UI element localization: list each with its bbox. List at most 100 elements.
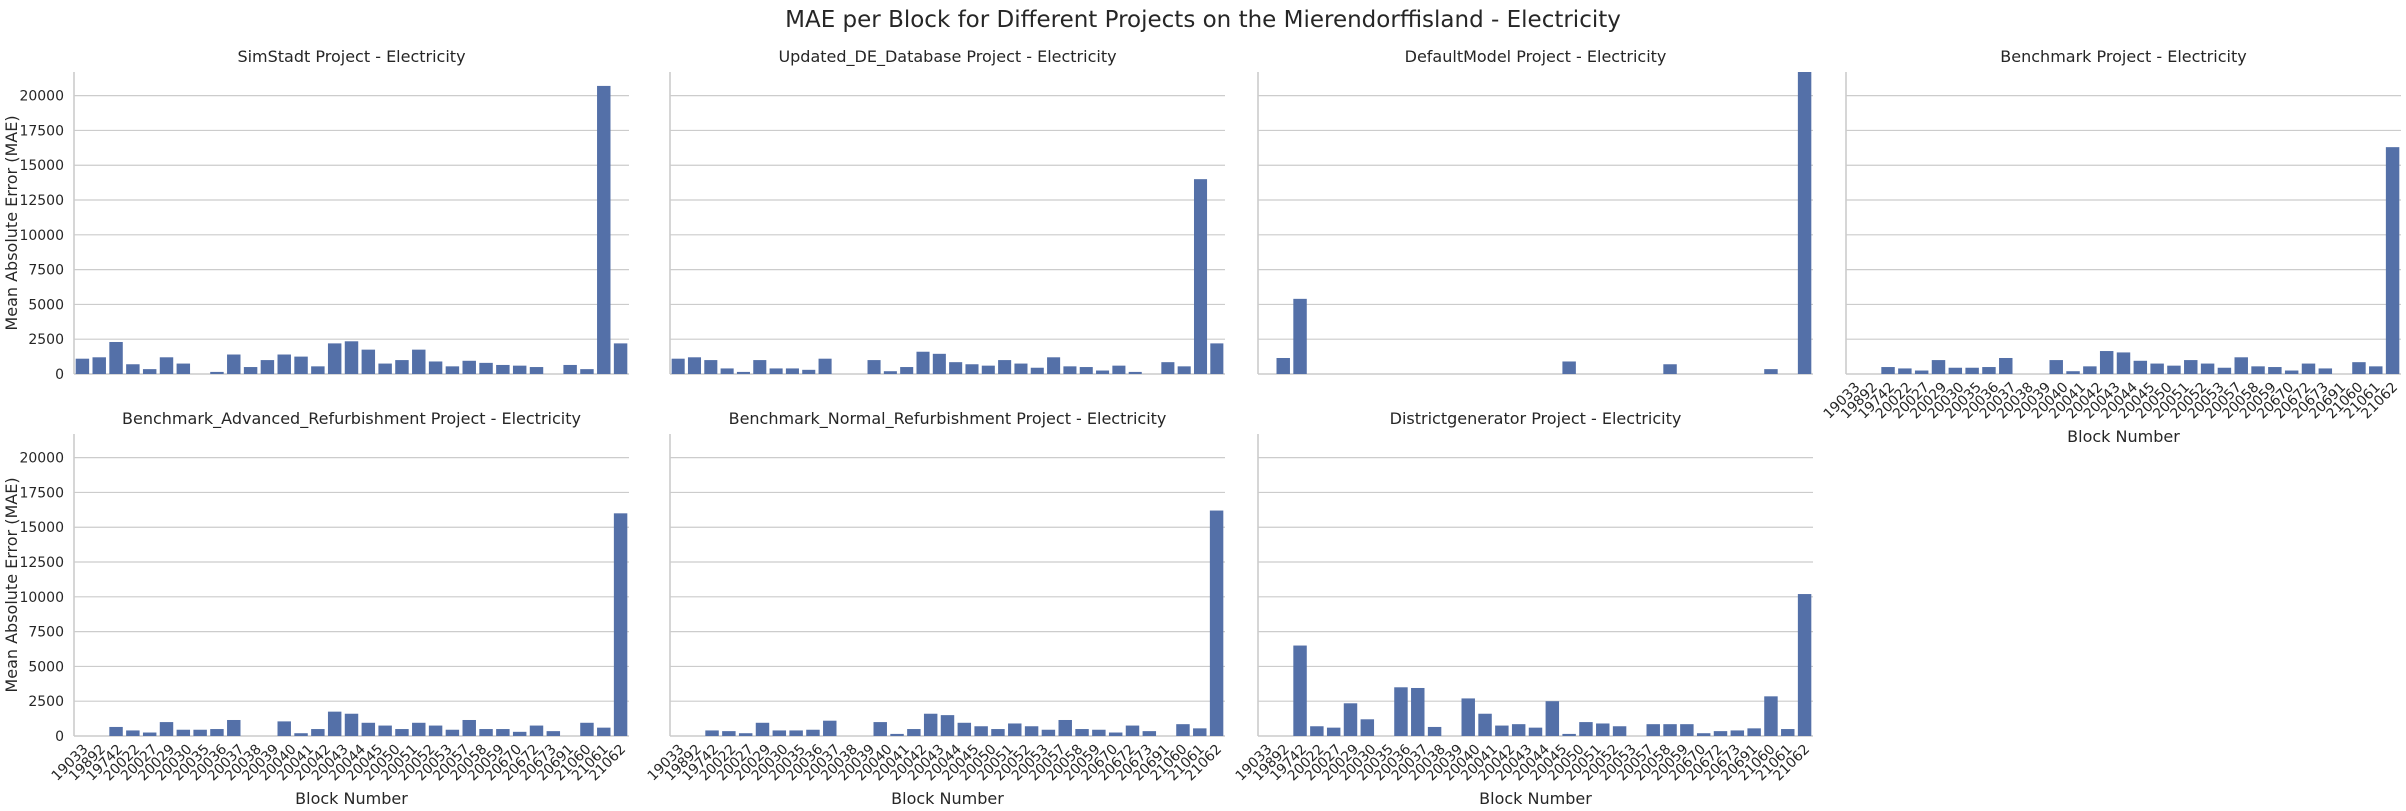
bar <box>1096 370 1110 374</box>
bar <box>769 368 783 374</box>
x-axis-label: Block Number <box>295 789 408 808</box>
bar <box>176 729 191 736</box>
y-tick-label: 15000 <box>19 520 64 536</box>
bar <box>1427 726 1442 736</box>
bar <box>126 730 140 736</box>
y-tick-label: 2500 <box>28 332 64 348</box>
bar <box>2369 366 2383 374</box>
bar <box>923 713 938 736</box>
bar <box>597 727 611 736</box>
bar <box>109 341 123 374</box>
bar <box>2318 368 2333 374</box>
bar <box>981 365 995 374</box>
bar <box>720 368 734 374</box>
bar <box>445 366 460 374</box>
bar <box>704 360 718 374</box>
bar <box>873 722 887 736</box>
bar <box>1797 594 1812 736</box>
bar <box>1293 298 1307 374</box>
y-tick-label: 20000 <box>19 89 64 105</box>
y-tick-label: 10000 <box>19 590 64 606</box>
bar <box>772 730 787 736</box>
y-tick-label: 5000 <box>28 659 64 675</box>
facet-title: Updated_DE_Database Project - Electricit… <box>778 47 1116 67</box>
x-axis-label: Block Number <box>891 789 1004 808</box>
bar <box>1293 645 1307 736</box>
bar <box>512 731 527 736</box>
bar <box>311 729 325 736</box>
bar <box>1394 687 1408 736</box>
y-tick-label: 10000 <box>19 228 64 244</box>
facet-title: Benchmark Project - Electricity <box>2000 47 2246 66</box>
y-tick-label: 7500 <box>28 625 64 641</box>
bar <box>736 371 750 374</box>
bar <box>1797 72 1812 374</box>
bar <box>1545 701 1560 736</box>
bar <box>932 353 946 374</box>
bar <box>1579 722 1593 736</box>
bar <box>294 356 308 374</box>
bar <box>991 729 1005 736</box>
bar <box>344 713 359 736</box>
bar <box>1128 371 1142 374</box>
bar <box>2116 352 2131 374</box>
bar <box>1125 725 1140 736</box>
bar <box>789 730 803 736</box>
bar <box>965 364 979 374</box>
facet-3: DefaultModel Project - Electricity <box>1257 47 1813 375</box>
bar <box>2133 360 2148 374</box>
bar <box>806 729 820 736</box>
bar <box>361 349 376 374</box>
bar <box>395 729 409 736</box>
facet-title: Districtgenerator Project - Electricity <box>1390 409 1682 428</box>
bar <box>1646 724 1660 736</box>
facet-title: Benchmark_Normal_Refurbishment Project -… <box>729 409 1167 429</box>
y-tick-label: 15000 <box>19 158 64 174</box>
bar <box>1310 726 1324 736</box>
y-tick-label: 2500 <box>28 694 64 710</box>
bar <box>496 729 510 736</box>
bar <box>1764 369 1778 374</box>
bar <box>563 364 577 374</box>
bar <box>479 362 493 374</box>
y-tick-label: 5000 <box>28 297 64 313</box>
bar <box>1528 727 1543 736</box>
bar <box>227 354 241 374</box>
facet-5: Benchmark_Advanced_Refurbishment Project… <box>2 409 629 808</box>
bar <box>1058 719 1072 736</box>
bar <box>277 721 291 736</box>
bar <box>940 715 955 736</box>
bar <box>1461 698 1475 736</box>
bar <box>1193 728 1207 736</box>
bar <box>294 733 308 736</box>
bar <box>949 362 963 374</box>
bar <box>1210 343 1224 374</box>
bar <box>159 357 174 374</box>
bar <box>1030 367 1044 374</box>
bar <box>613 343 628 374</box>
bar <box>1047 357 1061 374</box>
bar <box>2167 365 2181 374</box>
bar <box>1663 364 1677 374</box>
bar <box>412 722 426 736</box>
bar <box>1612 726 1627 736</box>
bar <box>2099 351 2114 374</box>
bar <box>2217 367 2232 374</box>
bar <box>2385 147 2400 374</box>
bar <box>1965 367 1979 374</box>
bar <box>957 722 972 736</box>
bar <box>462 719 476 736</box>
bar <box>361 722 376 736</box>
y-tick-label: 20000 <box>19 451 64 467</box>
bar <box>378 725 392 736</box>
bar <box>1014 363 1028 374</box>
bar <box>1193 179 1208 374</box>
bar <box>1680 724 1694 736</box>
bar <box>1730 730 1745 736</box>
bar <box>671 358 685 374</box>
bar <box>907 729 921 736</box>
bar <box>1112 365 1126 374</box>
bar <box>1747 728 1761 736</box>
x-axis-label: Block Number <box>1479 789 1592 808</box>
